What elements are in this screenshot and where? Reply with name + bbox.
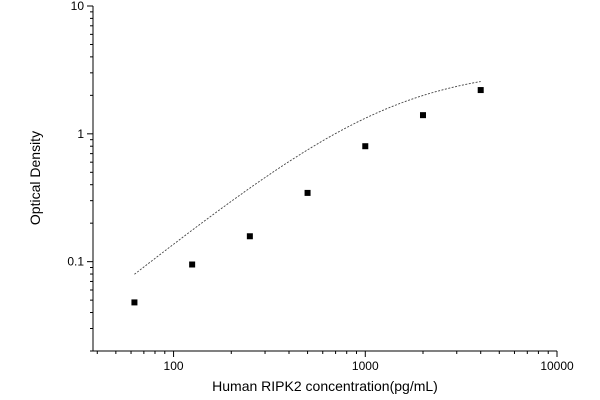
- data-points: [131, 87, 484, 306]
- y-tick-label: 10: [71, 0, 85, 13]
- data-point: [131, 299, 138, 306]
- data-point: [477, 87, 484, 94]
- data-point: [189, 261, 196, 268]
- x-tick-label: 100: [164, 359, 184, 373]
- data-point: [362, 143, 369, 150]
- data-point: [419, 112, 426, 119]
- fit-curve: [134, 81, 481, 275]
- y-axis-title: Optical Density: [27, 131, 43, 225]
- data-point: [246, 233, 253, 240]
- y-axis-ticks: 10 1 0.1: [67, 0, 93, 352]
- plot-area: [92, 6, 557, 352]
- x-axis-ticks: 100 1000 10000: [96, 351, 574, 373]
- x-tick-label: 1000: [352, 359, 379, 373]
- x-tick-label: 10000: [540, 359, 574, 373]
- y-tick-label: 0.1: [67, 255, 84, 269]
- x-axis-title: Human RIPK2 concentration(pg/mL): [212, 378, 438, 394]
- data-point: [304, 189, 311, 196]
- y-tick-label: 1: [77, 127, 84, 141]
